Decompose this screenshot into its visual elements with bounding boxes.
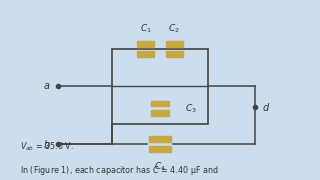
Text: $C_2$: $C_2$ — [168, 23, 180, 35]
Bar — [149, 136, 171, 142]
Text: $C_1$: $C_1$ — [140, 23, 152, 35]
Bar — [165, 41, 183, 47]
Bar — [151, 110, 169, 116]
Text: $C_3$: $C_3$ — [185, 102, 197, 115]
Text: $V_{ab}$ = 35.0 V.: $V_{ab}$ = 35.0 V. — [20, 141, 74, 153]
Bar — [149, 146, 171, 152]
Text: $d$: $d$ — [261, 101, 270, 113]
Bar — [151, 101, 169, 107]
Text: $a$: $a$ — [43, 81, 51, 91]
Text: $C_4$: $C_4$ — [154, 161, 166, 174]
Bar — [137, 41, 155, 47]
Text: In (Figure 1), each capacitor has $C$ = 4.40 μF and: In (Figure 1), each capacitor has $C$ = … — [20, 164, 219, 177]
Bar — [137, 51, 155, 57]
Bar — [165, 51, 183, 57]
Text: $b$: $b$ — [43, 138, 51, 150]
Bar — [112, 49, 208, 124]
